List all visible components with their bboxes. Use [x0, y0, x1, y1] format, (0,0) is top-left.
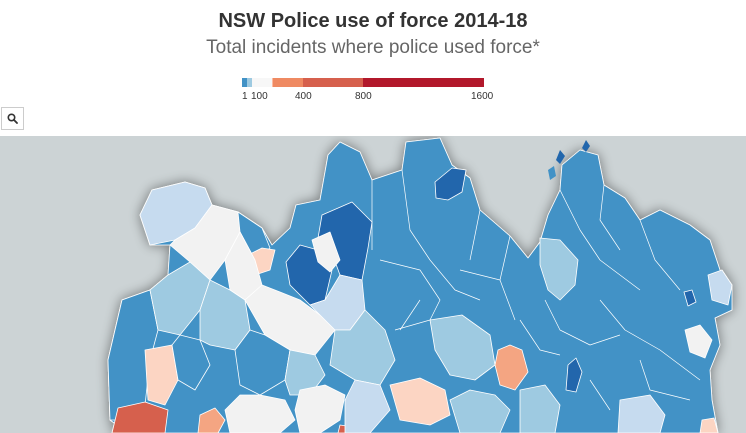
region-centre-white: [244, 284, 336, 356]
color-legend: 1 100 400 800 1600: [242, 78, 498, 104]
region-east-pale3: [519, 384, 561, 433]
region-lower-white2: [294, 384, 346, 433]
legend-label-1: 1: [242, 91, 248, 102]
region-lower-orange: [389, 377, 451, 426]
land: [107, 137, 733, 433]
region-red-sw: [111, 401, 169, 433]
region-east-pale4: [617, 394, 666, 433]
region-mid-pale: [329, 309, 396, 386]
region-white-centre: [311, 231, 341, 273]
map-subtitle: Total incidents where police used force*: [206, 37, 540, 58]
legend-swatch-3: [252, 78, 272, 87]
region-east-dark2: [683, 289, 697, 307]
region-left-blue2: [171, 334, 211, 391]
region-mid-pale4: [449, 389, 511, 433]
legend-swatch-5: [273, 78, 303, 87]
legend-swatch-6: [303, 78, 363, 87]
island-3: [548, 166, 556, 180]
region-east-dark: [565, 357, 583, 393]
legend-swatch-7: [363, 78, 484, 87]
region-mid-pale3: [429, 314, 496, 381]
legend-label-400: 400: [295, 91, 312, 102]
region-east-orange: [494, 344, 529, 391]
choropleth-map[interactable]: [0, 136, 746, 433]
region-east-orange2: [699, 417, 719, 433]
legend-label-800: 800: [355, 91, 372, 102]
map-title: NSW Police use of force 2014-18: [218, 10, 528, 32]
legend-swatch-2: [247, 78, 252, 87]
region-mid-pale2: [344, 379, 391, 433]
legend-label-100: 100: [251, 91, 268, 102]
region-east-white: [684, 324, 713, 359]
island-1: [556, 150, 565, 164]
region-centre-pale2: [284, 349, 326, 396]
island-2: [582, 140, 590, 152]
search-icon: [7, 113, 18, 124]
legend-label-1600: 1600: [471, 91, 494, 102]
region-sw-orange: [197, 407, 226, 433]
region-dark-blue-3: [434, 167, 467, 201]
region-east-pale: [539, 237, 579, 301]
region-left-orange: [144, 344, 179, 406]
legend-swatch-1: [242, 78, 247, 87]
boundaries: [371, 169, 701, 411]
region-lower-white: [224, 394, 296, 433]
region-east-pale2: [707, 269, 733, 306]
search-button[interactable]: [1, 107, 24, 130]
